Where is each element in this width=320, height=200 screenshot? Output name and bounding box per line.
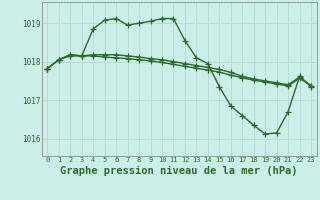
X-axis label: Graphe pression niveau de la mer (hPa): Graphe pression niveau de la mer (hPa)	[60, 166, 298, 176]
